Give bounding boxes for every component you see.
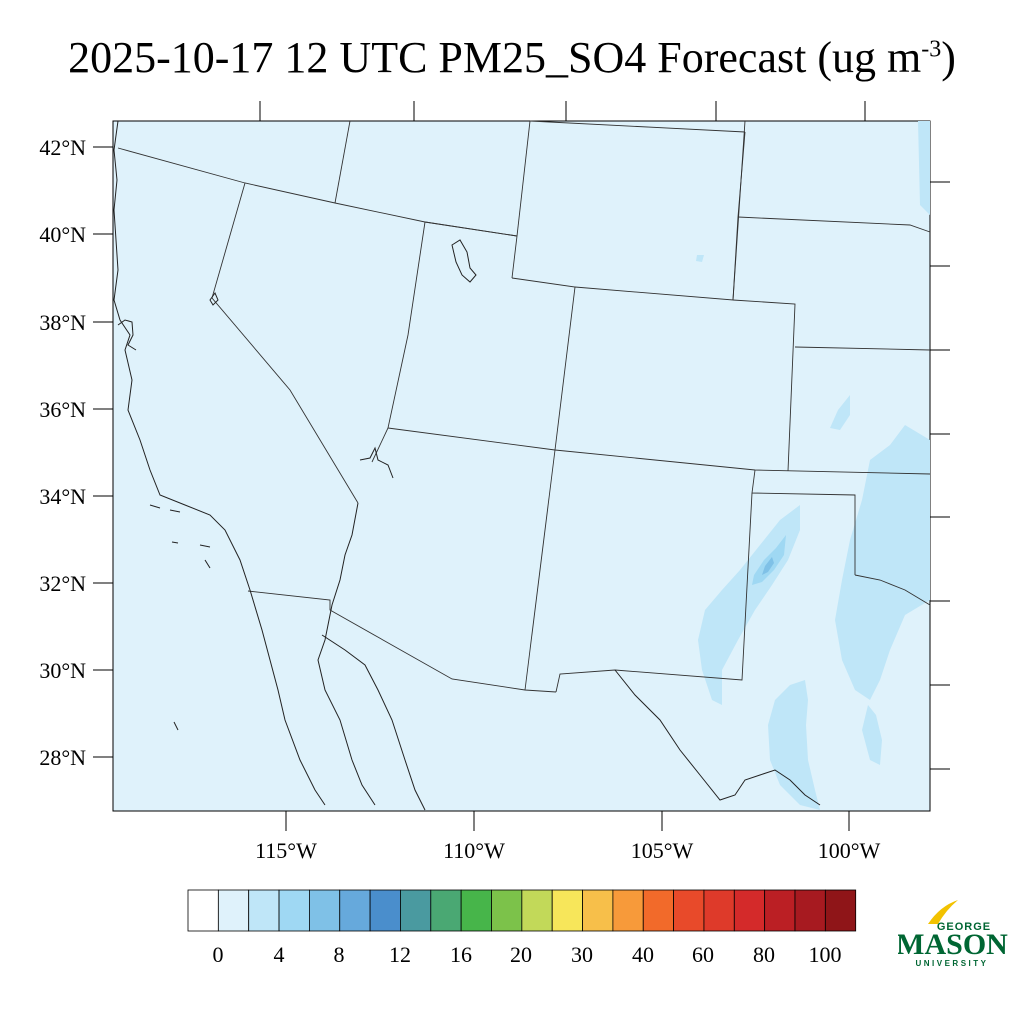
lat-label: 42°N <box>39 135 86 160</box>
contour-ne-strip <box>918 121 930 215</box>
coastlines <box>113 120 821 811</box>
colorbar <box>187 889 857 932</box>
colorbar-swatch <box>733 889 766 932</box>
colorbar-swatch <box>460 889 492 932</box>
baja-gulf <box>317 502 376 806</box>
border-arizona-nm <box>524 449 556 691</box>
pacific-coast <box>113 120 326 806</box>
colorbar-label: 60 <box>692 942 714 967</box>
border-nm-texas <box>751 469 856 575</box>
border-arizona-north <box>387 427 931 475</box>
border-nebraska <box>737 216 931 233</box>
lat-label: 34°N <box>39 484 86 509</box>
rio-grande <box>614 669 821 806</box>
colorbar-swatch <box>491 889 523 932</box>
border-kansas-south <box>794 346 931 351</box>
colorbar-swatch <box>673 889 705 932</box>
lat-label: 28°N <box>39 745 86 770</box>
colorbar-label: 16 <box>450 942 472 967</box>
contour-wy-speck <box>696 255 704 262</box>
contour-east-small <box>862 705 882 765</box>
border-idaho-wyoming <box>516 120 531 237</box>
state-boundaries <box>117 120 931 693</box>
colorado-river <box>359 446 394 479</box>
lon-label: 110°W <box>443 838 505 863</box>
map-panel <box>112 120 931 812</box>
colorbar-swatch <box>308 889 341 932</box>
colorbar-swatch <box>187 889 219 932</box>
colorbar-swatch <box>430 889 462 932</box>
colorbar-label: 40 <box>632 942 654 967</box>
border-montana-south <box>529 120 746 133</box>
colorbar-swatch <box>824 889 857 932</box>
contour-nm-peak <box>762 557 774 575</box>
colorbar-label: 20 <box>510 942 532 967</box>
colorbar-swatch <box>400 889 432 932</box>
map-title: 2025-10-17 12 UTC PM25_SO4 Forecast (ug … <box>0 30 1024 86</box>
island-small-1 <box>171 541 179 544</box>
contour-east-band <box>835 425 930 700</box>
lat-label: 32°N <box>39 571 86 596</box>
baja-east-coast <box>321 634 426 811</box>
colorbar-label: 30 <box>571 942 593 967</box>
island-small-3 <box>173 721 179 731</box>
lon-label: 100°W <box>818 838 881 863</box>
longitude-labels: 115°W 110°W 105°W 100°W <box>255 838 880 863</box>
colorbar-swatch <box>642 889 675 932</box>
colorbar-label: 0 <box>213 942 224 967</box>
logo-top-text: GEORGE <box>937 921 991 933</box>
colorbar-swatch <box>612 889 644 932</box>
lon-label: 105°W <box>631 838 694 863</box>
great-salt-lake <box>451 239 477 283</box>
colorbar-label: 100 <box>809 942 842 967</box>
colorbar-swatch <box>521 889 553 932</box>
colorbar-label: 80 <box>753 942 775 967</box>
border-idaho-west <box>334 120 351 204</box>
colorbar-swatch <box>582 889 614 932</box>
colorbar-label: 4 <box>274 942 285 967</box>
border-mexico-az <box>247 590 557 693</box>
colorbar-swatch <box>794 889 826 932</box>
colorbar-swatch <box>248 889 280 932</box>
colorbar-swatch <box>551 889 583 932</box>
colorbar-swatch <box>217 889 250 932</box>
concentration-contours <box>696 121 930 810</box>
border-nevada-east <box>371 221 426 463</box>
colorbar-swatch <box>278 889 310 932</box>
lon-label: 115°W <box>255 838 317 863</box>
border-nevada-west <box>211 182 359 504</box>
lat-label: 38°N <box>39 310 86 335</box>
border-colorado-east <box>732 299 796 472</box>
lat-label: 36°N <box>39 397 86 422</box>
lake-tahoe <box>209 291 219 306</box>
map-title-exponent: -3 <box>921 36 942 63</box>
island-small-2 <box>204 559 211 569</box>
channel-islands <box>149 504 211 548</box>
colorbar-label: 8 <box>334 942 345 967</box>
contour-nm-core <box>752 535 786 585</box>
logo-main-text: MASON <box>898 928 1008 961</box>
logo-bottom-text: UNIVERSITY <box>915 959 988 968</box>
sf-bay <box>117 319 137 351</box>
colorbar-swatch <box>369 889 401 932</box>
george-mason-logo: GEORGE MASON UNIVERSITY <box>898 900 1008 968</box>
lat-label: 40°N <box>39 222 86 247</box>
map-title-close: ) <box>941 33 956 82</box>
contour-kansas-blob <box>830 395 850 430</box>
axis-ticks <box>93 101 950 831</box>
border-ok-texas <box>854 574 931 606</box>
colorbar-swatch <box>703 889 735 932</box>
logo-swoosh-icon <box>928 900 958 924</box>
colorbar-labels: 0 4 8 12 16 20 30 40 60 80 100 <box>213 942 842 967</box>
colorbar-label: 12 <box>389 942 411 967</box>
latitude-labels: 42°N 40°N 38°N 36°N 34°N 32°N 30°N 28°N <box>39 135 86 770</box>
border-utah-wyoming <box>424 221 518 279</box>
contour-texas-plume <box>768 680 820 810</box>
colorbar-swatch <box>764 889 796 932</box>
colorbar-swatch <box>339 889 371 932</box>
lat-label: 30°N <box>39 658 86 683</box>
map-title-text: 2025-10-17 12 UTC PM25_SO4 Forecast (ug … <box>68 33 922 82</box>
